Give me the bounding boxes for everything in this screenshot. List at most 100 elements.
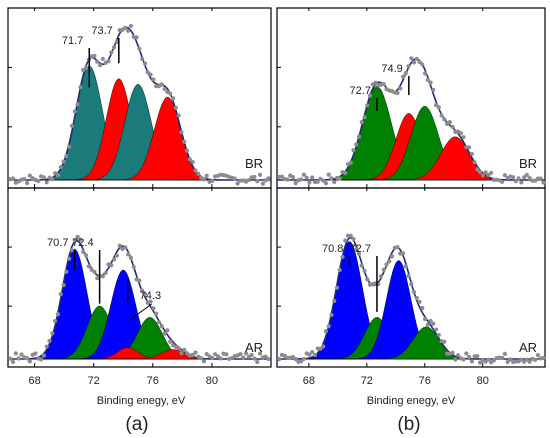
peak-label: 74.9 <box>381 63 402 75</box>
data-point <box>100 274 105 279</box>
data-point <box>326 172 331 177</box>
data-point <box>516 176 521 181</box>
data-point <box>279 174 285 179</box>
data-point <box>67 144 72 149</box>
data-point <box>420 305 425 311</box>
data-point <box>431 321 436 326</box>
data-point <box>373 80 378 85</box>
x-tick-label: 80 <box>206 375 218 387</box>
data-point <box>469 151 474 156</box>
data-point <box>277 356 282 362</box>
data-point <box>323 329 329 334</box>
peak-label: 74.3 <box>140 290 161 302</box>
data-point <box>428 318 433 323</box>
data-point <box>489 170 494 176</box>
data-point <box>257 351 263 356</box>
data-point <box>329 176 334 181</box>
data-point <box>343 238 348 243</box>
peak-label: 72.7 <box>350 243 371 255</box>
peak-label: 70.8 <box>322 243 343 255</box>
data-point <box>323 181 329 186</box>
data-point <box>123 245 128 250</box>
data-point <box>41 353 47 358</box>
data-point <box>162 331 167 336</box>
data-point <box>417 59 422 65</box>
data-point <box>193 350 198 355</box>
data-point <box>53 318 58 324</box>
data-point <box>210 355 215 361</box>
data-point <box>304 175 309 180</box>
data-point <box>103 270 108 276</box>
data-point <box>398 86 403 91</box>
data-point <box>367 93 373 98</box>
data-point <box>162 86 167 92</box>
data-point <box>315 179 320 184</box>
data-point <box>16 356 21 361</box>
data-point <box>475 167 480 172</box>
data-point <box>378 274 384 279</box>
data-point <box>381 267 386 272</box>
data-point <box>400 251 406 256</box>
data-point <box>411 60 417 65</box>
data-point <box>252 174 257 179</box>
data-point <box>425 322 430 327</box>
data-point <box>387 259 392 264</box>
data-point <box>502 351 507 356</box>
x-tick-label: 76 <box>147 375 159 387</box>
data-point <box>64 269 69 274</box>
data-point <box>491 358 496 363</box>
data-point <box>145 70 150 75</box>
data-point <box>92 269 97 274</box>
x-tick-label: 72 <box>88 375 100 387</box>
data-point <box>148 299 153 304</box>
data-point <box>541 180 546 185</box>
data-point <box>154 311 159 316</box>
data-point <box>502 173 507 178</box>
data-point <box>310 349 315 355</box>
data-point <box>464 351 469 356</box>
x-tick-label: 68 <box>28 375 40 387</box>
data-point <box>351 148 356 153</box>
data-point <box>131 264 136 269</box>
data-point <box>64 154 69 159</box>
peak-callout <box>129 303 152 321</box>
data-point <box>10 176 16 181</box>
data-point <box>425 77 430 83</box>
data-point <box>359 263 364 268</box>
data-point <box>420 62 425 67</box>
data-point <box>290 175 296 180</box>
data-point <box>173 105 178 110</box>
data-point <box>137 46 142 51</box>
data-point <box>384 262 389 267</box>
data-point <box>365 277 370 282</box>
data-point <box>75 102 80 107</box>
data-point <box>362 268 367 274</box>
data-point <box>538 176 543 181</box>
data-point <box>137 278 142 283</box>
data-point <box>257 172 263 177</box>
data-point <box>356 134 362 139</box>
plot-frame <box>7 187 272 368</box>
data-point <box>72 109 77 114</box>
data-point <box>41 175 47 180</box>
data-point <box>263 354 268 359</box>
data-point <box>204 351 209 357</box>
data-point <box>151 77 156 82</box>
data-point <box>301 356 307 362</box>
sample-tag: AR <box>245 340 263 355</box>
data-point <box>351 236 356 241</box>
data-point <box>255 359 260 365</box>
peak-label: 73.7 <box>91 25 112 37</box>
data-point <box>55 173 61 178</box>
data-point <box>354 142 359 147</box>
data-point <box>50 331 55 336</box>
data-point <box>55 312 61 317</box>
data-point <box>170 96 176 101</box>
data-point <box>500 179 505 185</box>
data-point <box>246 177 251 183</box>
data-point <box>201 177 207 182</box>
data-point <box>182 347 187 352</box>
data-point <box>533 357 538 362</box>
subplot-a-ar: 70.7 72.4 74.3 AR <box>7 187 272 368</box>
